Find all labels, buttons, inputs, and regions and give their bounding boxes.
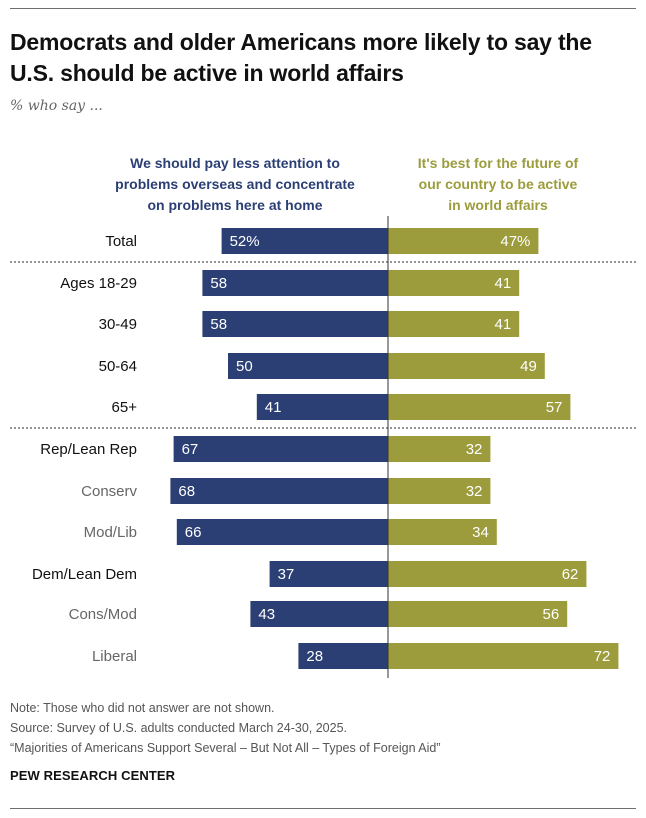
bar-less-attention — [221, 228, 388, 254]
bar-less-attention — [269, 561, 388, 587]
value-label-less-attention: 43 — [258, 606, 275, 623]
bar-less-attention — [228, 353, 388, 379]
diverging-bar-chart: 52% 47% Total 58 41 Ages 18-29 58 41 30-49 50 49 50… — [10, 216, 636, 678]
value-label-less-attention: 68 — [178, 483, 195, 500]
bar-active-world — [388, 394, 571, 420]
category-label: Rep/Lean Rep — [40, 441, 137, 458]
category-label: Cons/Mod — [69, 606, 137, 623]
bar-less-attention — [298, 643, 388, 669]
category-label: Liberal — [92, 648, 137, 665]
source-text: Source: Survey of U.S. adults conducted … — [10, 721, 347, 735]
value-label-active-world: 49 — [520, 358, 537, 375]
bar-less-attention — [170, 478, 388, 504]
bar-active-world — [388, 561, 587, 587]
value-label-less-attention: 37 — [278, 566, 295, 583]
value-label-active-world: 62 — [562, 566, 579, 583]
value-label-active-world: 41 — [495, 275, 512, 292]
value-label-active-world: 47% — [500, 233, 530, 250]
bar-active-world — [388, 311, 520, 337]
bar-less-attention — [173, 436, 388, 462]
value-label-active-world: 72 — [594, 648, 611, 665]
value-label-active-world: 57 — [546, 399, 563, 416]
top-rule — [10, 8, 636, 9]
bar-less-attention — [256, 394, 388, 420]
chart-subtitle: % who say ... — [10, 98, 103, 114]
value-label-active-world: 56 — [543, 606, 560, 623]
category-label: 30-49 — [99, 316, 137, 333]
chart-title: Democrats and older Americans more likel… — [10, 29, 592, 86]
value-label-less-attention: 50 — [236, 358, 253, 375]
value-label-active-world: 41 — [495, 316, 512, 333]
category-label: Total — [105, 233, 137, 250]
value-label-active-world: 34 — [472, 524, 489, 541]
bar-active-world — [388, 270, 520, 296]
bar-active-world — [388, 478, 491, 504]
note-text: Note: Those who did not answer are not s… — [10, 701, 275, 715]
value-label-less-attention: 52% — [230, 233, 260, 250]
pew-logo-text: PEW RESEARCH CENTER — [10, 768, 176, 783]
bar-active-world — [388, 436, 491, 462]
category-label: Mod/Lib — [84, 524, 137, 541]
category-label: 65+ — [112, 399, 138, 416]
bar-active-world — [388, 601, 568, 627]
value-label-less-attention: 58 — [210, 316, 227, 333]
value-label-active-world: 32 — [466, 441, 483, 458]
bar-less-attention — [202, 270, 388, 296]
value-label-less-attention: 28 — [306, 648, 323, 665]
report-title: “Majorities of Americans Support Several… — [10, 741, 441, 755]
bar-active-world — [388, 353, 545, 379]
legend-active-world: It's best for the future of our country … — [417, 155, 579, 213]
category-label: Dem/Lean Dem — [32, 566, 137, 583]
value-label-less-attention: 67 — [182, 441, 199, 458]
chart-notes: Note: Those who did not answer are not s… — [10, 698, 441, 758]
bar-less-attention — [202, 311, 388, 337]
bar-active-world — [388, 519, 497, 545]
value-label-less-attention: 58 — [210, 275, 227, 292]
bar-active-world — [388, 228, 539, 254]
bottom-rule — [10, 808, 636, 809]
value-label-less-attention: 66 — [185, 524, 202, 541]
category-label: Ages 18-29 — [60, 275, 137, 292]
bar-less-attention — [176, 519, 388, 545]
category-label: 50-64 — [99, 358, 137, 375]
bar-active-world — [388, 643, 619, 669]
value-label-active-world: 32 — [466, 483, 483, 500]
value-label-less-attention: 41 — [265, 399, 282, 416]
bar-less-attention — [250, 601, 388, 627]
category-label: Conserv — [81, 483, 137, 500]
legend-less-attention: We should pay less attention to problems… — [115, 155, 355, 213]
